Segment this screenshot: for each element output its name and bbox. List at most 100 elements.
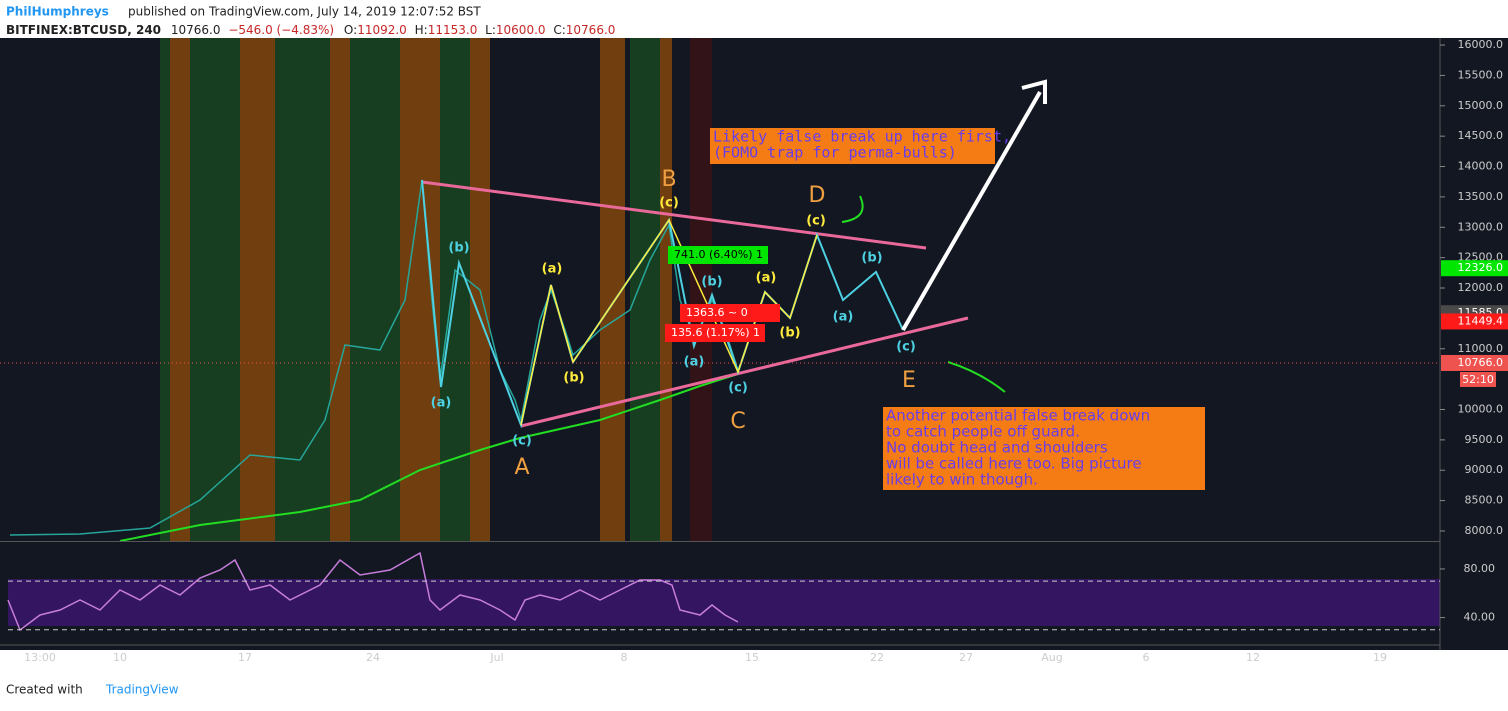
price-tag [1441, 260, 1508, 277]
measure-box [665, 324, 765, 342]
measure-box [680, 304, 780, 322]
signal-band [275, 38, 330, 541]
wave-label: (b) [701, 275, 722, 290]
close: 10766.0 [566, 23, 616, 37]
yellow-wave [520, 218, 818, 426]
wave-label: (b) [448, 241, 469, 256]
price-tick-label: 15000.0 [1458, 99, 1504, 112]
note-text: to catch people off guard. [886, 423, 1080, 441]
time-label: 17 [238, 651, 252, 664]
pane-divider [0, 541, 1440, 542]
wave-label: (c) [512, 434, 532, 449]
note-text: Likely false break up here first, [713, 128, 1011, 146]
signal-band [160, 38, 170, 541]
author[interactable]: PhilHumphreys [6, 5, 109, 19]
high: 11153.0 [428, 23, 478, 37]
price-tick-label: 16000.0 [1458, 38, 1504, 51]
wave-label: (c) [728, 381, 748, 396]
time-label: 24 [366, 651, 380, 664]
signal-band [630, 38, 660, 541]
c-label: C: [553, 23, 565, 37]
price-tag [1441, 354, 1508, 371]
signal-band [170, 38, 190, 541]
brand[interactable]: TradingView [105, 683, 179, 697]
wave-label: (c) [896, 340, 916, 355]
time-label: 10 [113, 651, 127, 664]
quote-line: BITFINEX:BTCUSD, 240 10766.0 −546.0 (−4.… [6, 23, 615, 37]
time-label: 15 [745, 651, 759, 664]
price-axis-bg [1440, 38, 1508, 650]
price-tick-label: 11000.0 [1458, 342, 1504, 355]
time-label: Aug [1041, 651, 1062, 664]
wave-label: (a) [431, 396, 452, 411]
wave-label: (b) [779, 326, 800, 341]
symbol: BITFINEX:BTCUSD, 240 [6, 23, 161, 37]
major-wave-label: D [809, 183, 826, 208]
price-tag-label: 12326.0 [1458, 261, 1504, 274]
price-tick-label: 8500.0 [1465, 494, 1504, 507]
time-label: 27 [959, 651, 973, 664]
signal-band [350, 38, 400, 541]
major-wave-label: A [514, 455, 529, 480]
price-tag [1441, 313, 1508, 330]
wave-label: (c) [659, 196, 679, 211]
price-tick-label: 14000.0 [1458, 160, 1504, 173]
price-tag-label: 11449.4 [1458, 314, 1504, 327]
wave-label: (a) [756, 271, 777, 286]
open: 11092.0 [357, 23, 407, 37]
price-line [9, 179, 739, 536]
countdown: 52:10 [1462, 373, 1494, 386]
signal-band [330, 38, 350, 541]
price-tick-label: 9000.0 [1465, 463, 1504, 476]
major-wave-label: C [730, 409, 745, 434]
price-tick-label: 13500.0 [1458, 190, 1504, 203]
wave-label: (c) [806, 214, 826, 229]
price-tag-label: 10766.0 [1458, 356, 1504, 369]
footer: Created with TradingView [6, 683, 179, 697]
note-box [883, 407, 1205, 490]
change: −546.0 (−4.83%) [228, 23, 334, 37]
price-tick-label: 15500.0 [1458, 68, 1504, 81]
last: 10766.0 [171, 23, 221, 37]
measure-box [668, 246, 768, 264]
major-wave-label: B [661, 167, 676, 192]
wave-label: (a) [542, 262, 563, 277]
rsi-tick-label: 40.00 [1464, 611, 1496, 624]
published: published on TradingView.com, July 14, 2… [128, 5, 481, 19]
price-tick-label: 8000.0 [1465, 524, 1504, 537]
o-label: O: [344, 23, 357, 37]
time-label: 22 [870, 651, 884, 664]
price-tick-label: 10000.0 [1458, 402, 1504, 415]
time-label: 13:00 [24, 651, 56, 664]
rsi-line [7, 551, 739, 632]
created-with: Created with [6, 683, 83, 697]
rsi-band [8, 579, 1440, 626]
wave-label: (b) [861, 251, 882, 266]
time-label: 19 [1373, 651, 1387, 664]
price-tick-label: 14500.0 [1458, 129, 1504, 142]
arrow-shaft [901, 91, 1042, 331]
rsi-tick-label: 80.00 [1464, 562, 1496, 575]
low: 10600.0 [496, 23, 546, 37]
wave-label: (b) [563, 371, 584, 386]
wave-label: (a) [833, 310, 854, 325]
price-tick-label: 9500.0 [1465, 433, 1504, 446]
l-label: L: [485, 23, 496, 37]
wave-label: (a) [684, 355, 705, 370]
green-arrow [841, 195, 864, 223]
measure-label: 741.0 (6.40%) 1 [674, 248, 763, 261]
major-wave-label: E [902, 368, 916, 393]
arrow-head [1021, 79, 1047, 104]
time-label: 6 [1143, 651, 1150, 664]
note-text: Another potential false break down [886, 407, 1150, 425]
signal-band [190, 38, 240, 541]
note-text: likely to win though. [886, 471, 1038, 489]
price-tick-label: 12000.0 [1458, 281, 1504, 294]
countdown-bg [1460, 371, 1496, 387]
measure-label: 135.6 (1.17%) 1 [671, 326, 760, 339]
time-label: 12 [1246, 651, 1260, 664]
price-tick-label: 13000.0 [1458, 220, 1504, 233]
signal-band [660, 38, 672, 541]
